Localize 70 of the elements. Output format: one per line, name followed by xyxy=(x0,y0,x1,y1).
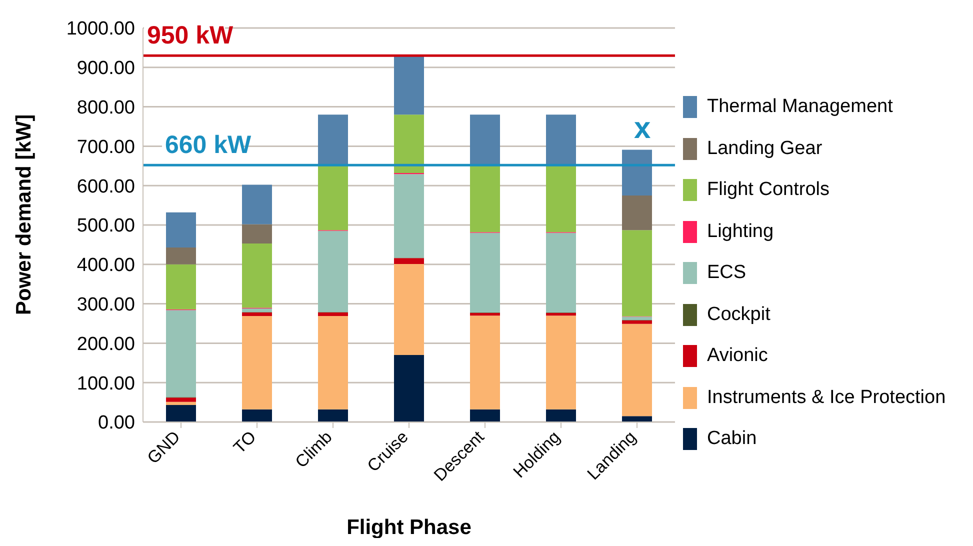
bar xyxy=(546,166,576,232)
bar xyxy=(622,195,652,230)
y-tick-label: 700.00 xyxy=(76,136,135,158)
bar xyxy=(394,258,424,264)
bar xyxy=(242,312,272,316)
y-tick-label: 300.00 xyxy=(76,294,135,316)
bar xyxy=(546,114,576,166)
bar xyxy=(166,402,196,406)
bar xyxy=(242,224,272,244)
legend-label: Lighting xyxy=(707,220,774,242)
bar xyxy=(470,114,500,166)
bar xyxy=(470,166,500,232)
legend-label: ECS xyxy=(707,262,746,284)
bar xyxy=(470,316,500,410)
bar xyxy=(318,114,348,166)
bar xyxy=(166,247,196,264)
bar xyxy=(546,316,576,410)
bar xyxy=(546,232,576,312)
bar xyxy=(622,324,652,416)
bar xyxy=(546,312,576,316)
bar xyxy=(470,409,500,422)
bar xyxy=(622,150,652,196)
bar xyxy=(242,184,272,224)
bar xyxy=(166,405,196,422)
bar xyxy=(470,312,500,316)
y-tick-label: 400.00 xyxy=(76,255,135,276)
y-tick-label: 500.00 xyxy=(76,216,135,237)
bar xyxy=(546,409,576,422)
bar xyxy=(394,264,424,356)
legend-label: Thermal Management xyxy=(707,96,893,118)
bar xyxy=(166,310,196,398)
y-tick-label: 100.00 xyxy=(76,373,135,394)
bar xyxy=(166,264,196,310)
bar xyxy=(242,316,272,410)
bar xyxy=(394,174,424,258)
y-tick-label: 800.00 xyxy=(76,98,135,119)
bar xyxy=(622,320,652,324)
legend-label: Cockpit xyxy=(707,304,770,326)
bar xyxy=(622,230,652,316)
bar xyxy=(622,416,652,422)
bar xyxy=(318,316,348,410)
bar xyxy=(242,244,272,308)
y-tick-label: 600.00 xyxy=(76,176,135,198)
y-tick-label: 200.00 xyxy=(76,334,135,355)
ref-line-label: 950 kW xyxy=(147,22,234,50)
legend-label: Flight Controls xyxy=(707,179,830,201)
bar xyxy=(318,409,348,422)
y-tick-label: 1000.00 xyxy=(66,18,135,40)
bar xyxy=(242,409,272,422)
bar xyxy=(166,212,196,248)
bar xyxy=(470,232,500,312)
bar xyxy=(242,308,272,312)
legend-label: Instruments & Ice Protection xyxy=(707,386,946,408)
y-tick-label: 900.00 xyxy=(76,58,135,80)
bar xyxy=(318,312,348,316)
bar xyxy=(166,398,196,402)
legend-label: Landing Gear xyxy=(707,138,822,160)
legend-label: Avionic xyxy=(707,345,768,367)
x-tick-label: TO xyxy=(230,427,260,458)
bar xyxy=(318,166,348,230)
bar xyxy=(318,230,348,312)
ref-line-label: 660 kW xyxy=(165,131,252,160)
y-axis-title: Power demand [kW] xyxy=(12,114,36,315)
y-tick-label: 0.00 xyxy=(98,412,135,434)
bar xyxy=(394,56,424,115)
bar xyxy=(622,316,652,320)
annotation: x xyxy=(634,112,651,145)
legend-label: Cabin xyxy=(707,428,757,450)
bar xyxy=(394,355,424,422)
bar xyxy=(394,114,424,173)
